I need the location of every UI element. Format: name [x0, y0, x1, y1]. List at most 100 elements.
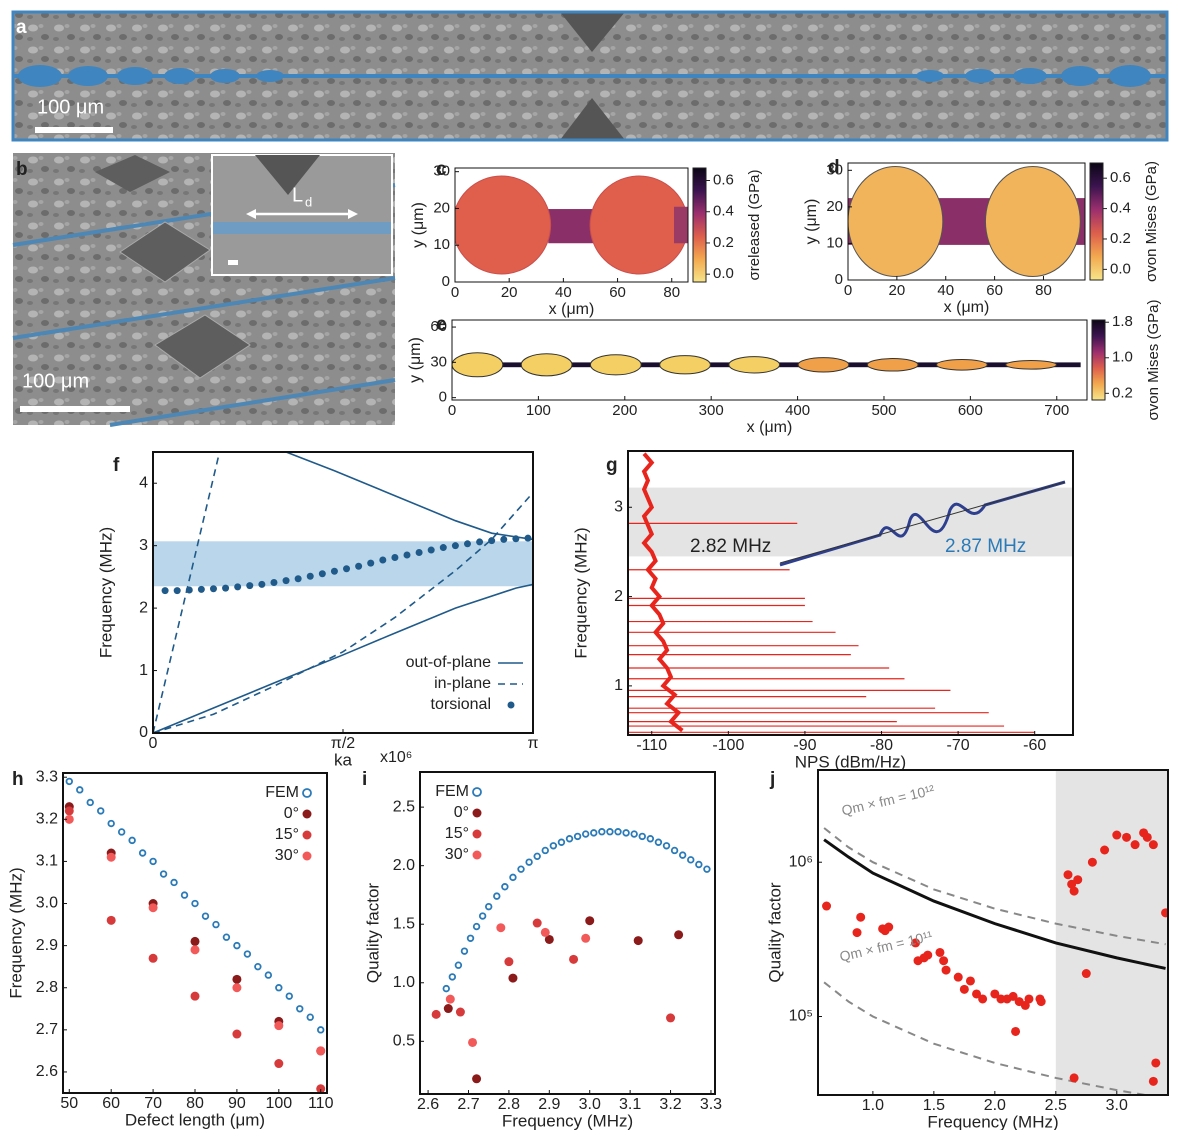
panel-0: 0.0 0.2 0.4 0.6 σreleased (GPa) 0 20 40 60 80 0 10 2…	[410, 159, 763, 318]
point	[106, 852, 116, 862]
point	[128, 836, 136, 845]
torsional-point	[355, 562, 363, 570]
colorbar-tick-label: 0.6	[1110, 169, 1131, 186]
colorbar-tick-label: 0.6	[713, 171, 734, 188]
point	[455, 1007, 465, 1017]
y-tick-label: 10	[826, 234, 843, 251]
annotation: Qm × fm = 10¹²	[840, 782, 936, 819]
point	[990, 989, 1000, 999]
point	[856, 912, 866, 922]
x-tick-label: 0	[149, 735, 158, 752]
point	[703, 865, 711, 873]
reference-line	[823, 827, 1166, 946]
inset-label-sub: d	[305, 194, 312, 209]
colorbar-tick-label: 0.0	[713, 265, 734, 282]
point	[509, 873, 517, 882]
plot-area	[452, 352, 1081, 378]
point	[1036, 997, 1046, 1007]
x-tick-label: 3.0	[1106, 1097, 1128, 1114]
y-tick-label: 3.1	[36, 853, 58, 870]
torsional-point	[488, 537, 496, 545]
y-tick-label: 1.0	[393, 974, 415, 991]
y-tick-label: 20	[826, 198, 843, 215]
plot-frame	[454, 167, 689, 283]
panel-6: 2.6 2.7 2.8 2.9 3.0 3.1 3.2 3.3 0.5 1.0 1.5 2.0 2.5 F…	[362, 749, 722, 1130]
x-tick-label: 20	[889, 282, 906, 299]
x-tick-label: 100	[526, 402, 551, 419]
x-tick-label: -60	[1023, 737, 1046, 754]
legend-swatch	[302, 830, 312, 840]
point	[233, 941, 241, 950]
point	[1073, 875, 1083, 885]
dispersion-line	[153, 452, 533, 733]
point	[549, 842, 558, 850]
legend-label: 0°	[454, 804, 469, 821]
torsional-point	[173, 587, 181, 595]
y-tick-label: 0	[439, 389, 447, 406]
y-tick-label: 2.5	[393, 798, 415, 815]
point	[264, 971, 273, 979]
point	[517, 865, 525, 873]
point	[585, 916, 595, 926]
point	[638, 832, 646, 841]
x-tick-label: 0	[844, 282, 852, 299]
point	[232, 1029, 242, 1039]
legend-swatch	[302, 809, 312, 819]
point	[630, 830, 638, 838]
x-tick-label: 60	[609, 284, 626, 301]
point	[525, 858, 533, 866]
x-tick-label: 500	[871, 402, 896, 419]
y-tick-label: 3	[139, 537, 148, 554]
point	[316, 1046, 326, 1056]
panel-2: 0.21.01.8 σvon Mises (GPa)0 100 200 300 400 50…	[407, 300, 1162, 437]
y-tick-label: 0.5	[393, 1033, 415, 1050]
y-axis-label: Frequency (MHz)	[6, 867, 25, 998]
point	[306, 1013, 314, 1021]
point	[959, 984, 969, 994]
torsional-point	[318, 570, 326, 578]
point	[941, 965, 951, 975]
torsional-point	[330, 567, 338, 575]
torsional-point	[294, 575, 302, 583]
point	[148, 953, 158, 963]
torsional-point	[209, 585, 217, 593]
x-tick-label: -110	[636, 737, 667, 754]
y-tick-label: 3.0	[36, 895, 58, 912]
point	[565, 835, 574, 843]
point	[64, 814, 74, 824]
point	[557, 838, 566, 846]
torsional-point	[512, 535, 520, 543]
point	[687, 856, 695, 864]
point	[243, 950, 252, 958]
stress-map	[674, 206, 688, 244]
point	[191, 899, 199, 908]
x-axis-label: x (μm)	[747, 419, 793, 436]
stress-map	[797, 357, 850, 373]
x-tick-label: -90	[793, 737, 816, 754]
point	[1024, 994, 1034, 1004]
point	[674, 930, 684, 940]
colorbar-tick-label: 0.4	[713, 203, 734, 220]
scale-bar-label: 100 μm	[37, 96, 104, 118]
x-tick-label: 40	[937, 282, 954, 299]
point	[86, 798, 94, 807]
point	[544, 934, 554, 944]
y-axis-label: y (μm)	[407, 337, 424, 383]
point	[1142, 832, 1152, 842]
point	[149, 857, 157, 866]
point	[232, 983, 242, 993]
y-tick-label: 2.8	[36, 979, 58, 996]
stress-map	[659, 355, 711, 375]
y-tick-label: 1	[139, 662, 148, 679]
point	[484, 902, 493, 911]
colorbar	[1089, 162, 1104, 281]
point	[540, 927, 550, 937]
point	[1081, 969, 1091, 979]
torsional-point	[439, 544, 447, 552]
plot-frame	[419, 771, 716, 1095]
colorbar	[692, 167, 707, 283]
y-axis-label: y (μm)	[410, 202, 427, 248]
stress-map	[866, 358, 919, 372]
point	[212, 920, 220, 929]
point	[468, 1037, 478, 1047]
